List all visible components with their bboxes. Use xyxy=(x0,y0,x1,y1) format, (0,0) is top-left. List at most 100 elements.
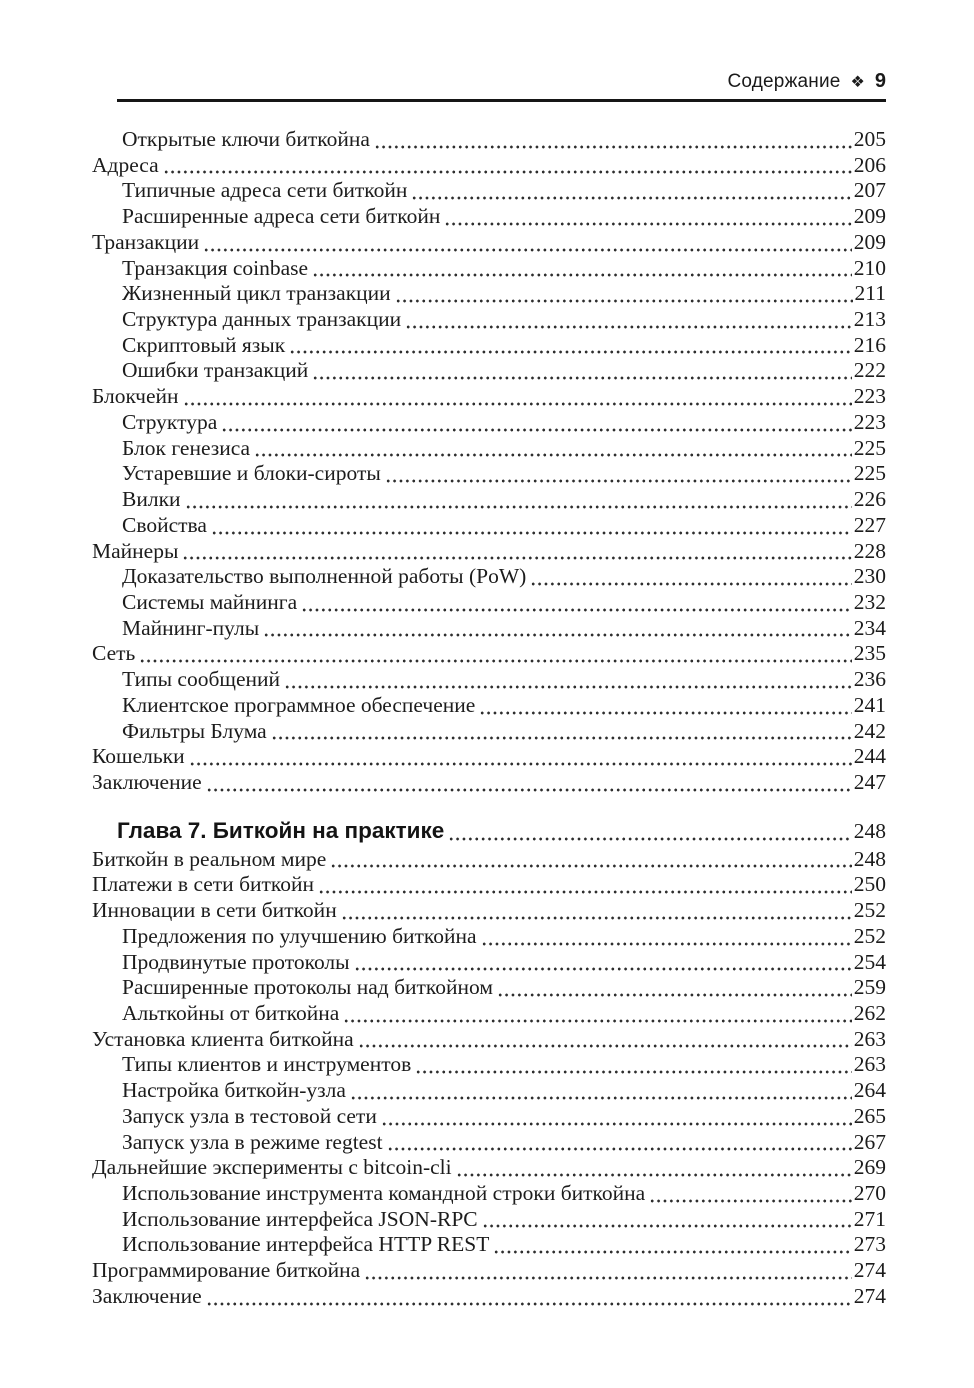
toc-entry: Майнинг-пулы 234 xyxy=(0,616,886,642)
dot-leader xyxy=(203,245,852,254)
dot-leader xyxy=(394,297,853,306)
toc-entry-page: 248 xyxy=(853,846,886,871)
toc-entry-label: Установка клиента биткойна xyxy=(92,1026,354,1051)
toc-entry: Фильтры Блума 242 xyxy=(0,719,886,745)
dot-leader xyxy=(444,219,852,228)
toc-entry-page: 222 xyxy=(853,358,886,383)
toc-entry: Настройка биткойн-узла 264 xyxy=(0,1078,886,1104)
dot-leader xyxy=(270,734,852,743)
toc-entry-label: Альткойны от биткойна xyxy=(122,1001,340,1025)
toc-entry-page: 263 xyxy=(853,1026,886,1051)
toc-entry: Запуск узла в режиме regtest 267 xyxy=(0,1130,886,1156)
toc-entry: Использование инструмента командной стро… xyxy=(0,1181,886,1207)
toc-entry-label: Вилки xyxy=(122,487,181,512)
toc-entry-page: 211 xyxy=(854,281,886,306)
toc-entry: Сеть 235 xyxy=(0,641,886,667)
dot-leader xyxy=(364,1273,852,1282)
toc-entry: Жизненный цикл транзакции 211 xyxy=(0,281,886,307)
toc-entry: Запуск узла в тестовой сети 265 xyxy=(0,1104,886,1130)
toc-entry-label: Заключение xyxy=(92,769,202,794)
dot-leader xyxy=(497,991,852,999)
toc-entry-label: Заключение xyxy=(92,1283,202,1308)
dot-leader xyxy=(415,1068,852,1077)
dot-leader xyxy=(210,528,852,537)
toc-entry-label: Использование интерфейса HTTP REST xyxy=(122,1232,490,1257)
toc-entry-label: Транзакции xyxy=(92,229,200,254)
toc-entry-label: Расширенные адреса сети биткойн xyxy=(122,204,441,229)
toc-entry: Вилки 226 xyxy=(0,487,886,513)
toc-entry-label: Ошибки транзакций xyxy=(122,358,309,383)
toc-entry: Системы майнинга 232 xyxy=(0,590,886,616)
toc-entry: Установка клиента биткойна 263 xyxy=(0,1027,886,1053)
dot-leader xyxy=(301,605,852,614)
toc-entry-page: 247 xyxy=(853,769,886,794)
toc-entry-label: Использование инструмента командной стро… xyxy=(122,1181,646,1206)
toc-entry: Транзакции 209 xyxy=(0,230,886,256)
toc-entry-label: Настройка биткойн-узла xyxy=(122,1078,346,1103)
toc-entry: Свойства 227 xyxy=(0,513,886,539)
dot-leader xyxy=(343,1016,852,1025)
toc-entry-page: 252 xyxy=(853,923,886,948)
toc-entry: Продвинутые протоколы 254 xyxy=(0,950,886,976)
toc-entry-page: 259 xyxy=(853,975,886,1000)
dot-leader xyxy=(480,939,852,948)
toc-entry-page: 225 xyxy=(853,461,886,486)
toc-entry-label: Структура xyxy=(122,409,218,434)
toc-entry-page: 244 xyxy=(853,744,886,769)
toc-entry: Майнеры 228 xyxy=(0,539,886,565)
toc-entry-label: Дальнейшие эксперименты с bitcoin-cli xyxy=(92,1155,452,1180)
header-page-number: 9 xyxy=(874,70,886,92)
toc-entry-page: 232 xyxy=(853,589,886,614)
toc-entry-page: 242 xyxy=(853,718,886,743)
dot-leader xyxy=(263,631,852,640)
toc-entry-label: Типичные адреса сети биткойн xyxy=(122,178,408,203)
header-rule xyxy=(117,99,886,102)
dot-leader xyxy=(357,1042,852,1051)
toc-entry-page: 225 xyxy=(853,435,886,460)
toc-entry-page: 223 xyxy=(853,384,886,409)
toc-entry-page: 207 xyxy=(853,178,886,203)
toc-entry-page: 209 xyxy=(853,229,886,254)
toc-entry-label: Фильтры Блума xyxy=(122,718,267,743)
toc-entry-label: Программирование биткойна xyxy=(92,1258,361,1283)
dot-leader xyxy=(530,579,852,588)
toc-entry-page: 252 xyxy=(853,898,886,923)
toc-entry-label: Открытые ключи биткойна xyxy=(122,127,370,151)
toc-entry: Открытые ключи биткойна 205 xyxy=(0,127,886,153)
toc-entry: Типы сообщений 236 xyxy=(0,667,886,693)
dot-leader xyxy=(493,1248,852,1257)
toc-entry-page: 227 xyxy=(853,512,886,537)
toc-entry-page: 205 xyxy=(853,127,886,151)
toc-entry-page: 254 xyxy=(853,949,886,974)
toc-entry-label: Кошельки xyxy=(92,744,185,769)
toc-entry-label: Доказательство выполненной работы (PoW) xyxy=(122,564,527,589)
toc-entry-page: 250 xyxy=(853,872,886,897)
toc-entry: Платежи в сети биткойн 250 xyxy=(0,872,886,898)
four-diamonds-icon: ❖ xyxy=(850,74,865,91)
toc-entry: Кошельки 244 xyxy=(0,744,886,770)
toc-entry-label: Продвинутые протоколы xyxy=(122,949,350,974)
toc-entry-label: Запуск узла в режиме regtest xyxy=(122,1129,383,1154)
dot-leader xyxy=(373,142,852,151)
dot-leader xyxy=(205,1299,852,1308)
toc-entry-label: Блок генезиса xyxy=(122,435,251,460)
dot-leader xyxy=(188,759,852,768)
toc-entry-page: 234 xyxy=(853,615,886,640)
dot-leader xyxy=(254,451,852,460)
toc-entry-label: Типы сообщений xyxy=(122,667,281,692)
toc-entry: Расширенные протоколы над биткойном 259 xyxy=(0,975,886,1001)
toc-entry-label: Системы майнинга xyxy=(122,589,298,614)
toc-entry: Структура данных транзакции 213 xyxy=(0,307,886,333)
dot-leader xyxy=(330,862,852,871)
toc-entry-label: Транзакция coinbase xyxy=(122,255,309,280)
toc-entry-label: Запуск узла в тестовой сети xyxy=(122,1103,377,1128)
toc-entry-page: 223 xyxy=(853,409,886,434)
toc-entry-label: Инновации в сети биткойн xyxy=(92,898,337,923)
toc-entry-page: 264 xyxy=(853,1078,886,1103)
dot-leader xyxy=(349,1093,852,1102)
dot-leader xyxy=(455,1171,852,1180)
toc-entry: Устаревшие и блоки-сироты 225 xyxy=(0,461,886,487)
toc-entry-page: 248 xyxy=(853,818,886,843)
toc-entry: Ошибки транзакций 222 xyxy=(0,358,886,384)
